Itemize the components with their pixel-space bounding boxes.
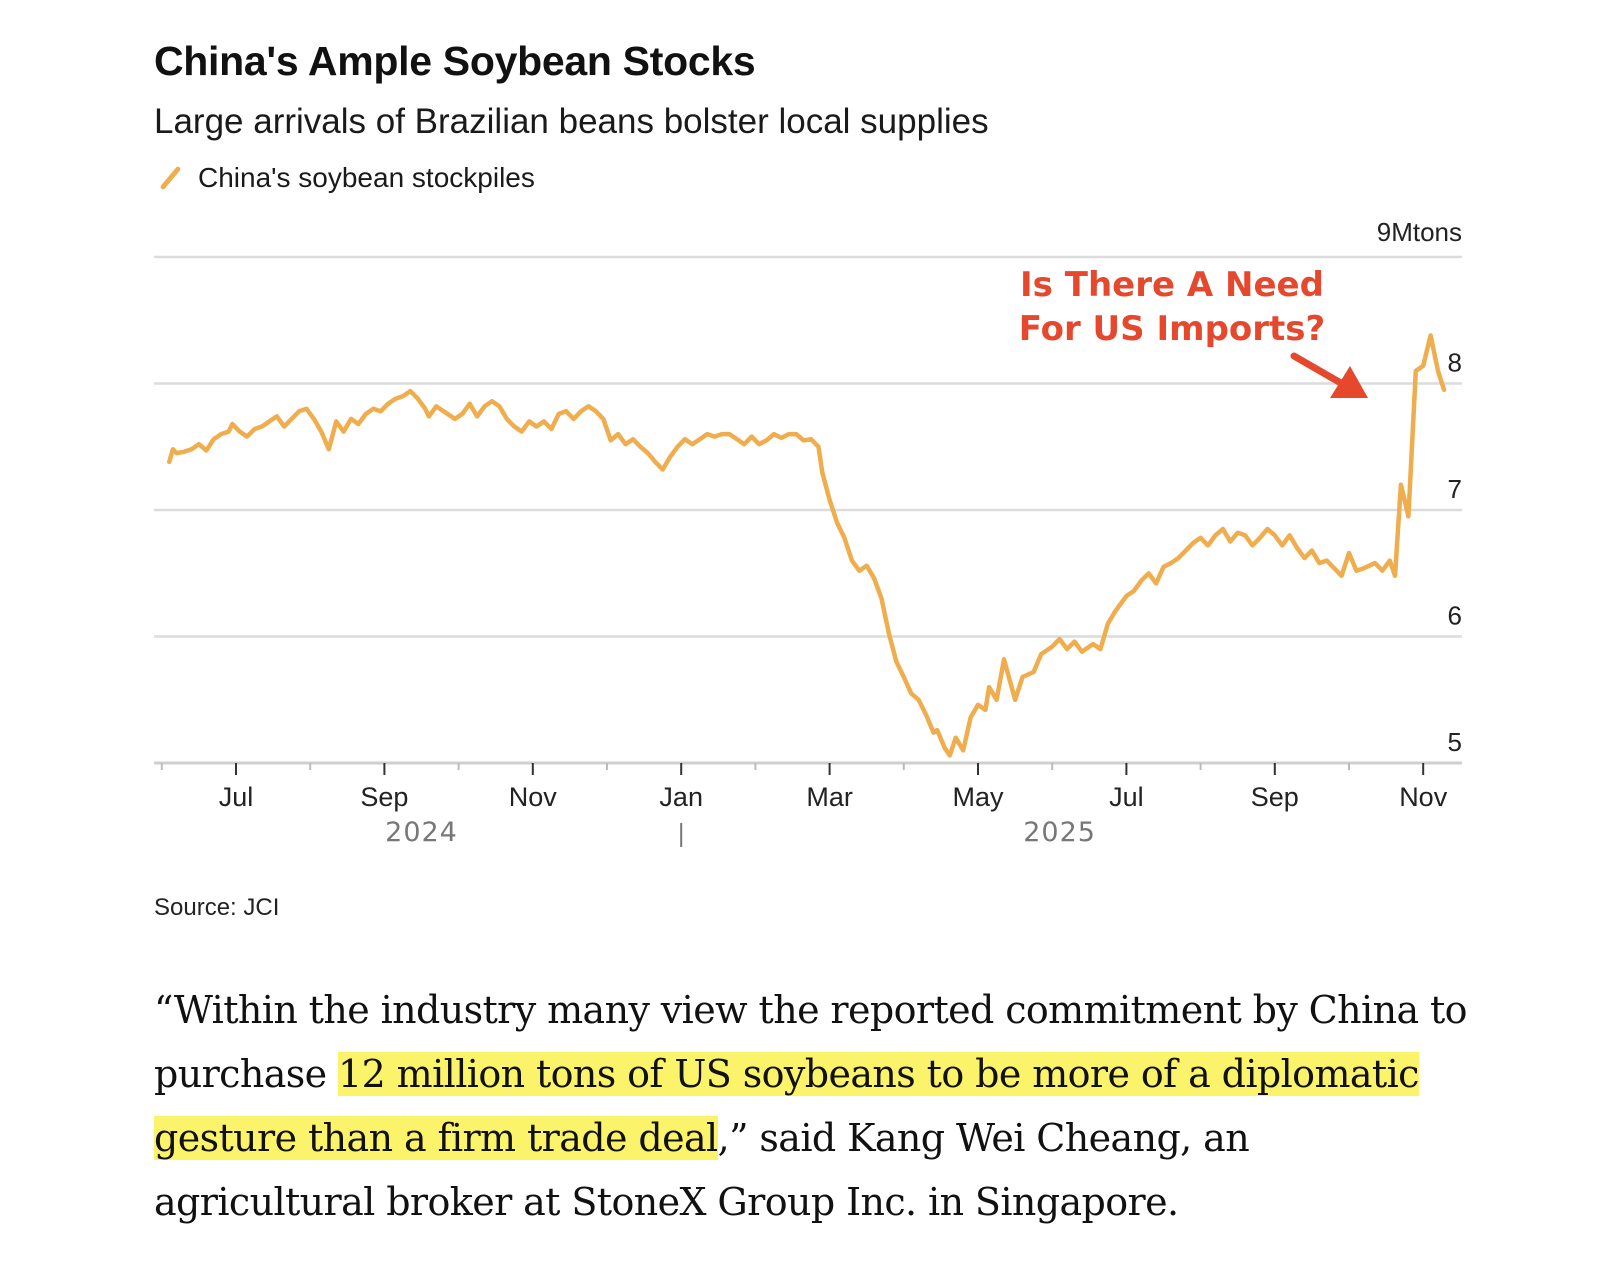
y-axis-ticks: 5 6 7 8 9Mtons	[1377, 217, 1462, 757]
x-tick-label: Nov	[509, 782, 558, 812]
x-tick-label: May	[952, 782, 1004, 812]
annotation-line-2: For US Imports?	[1019, 309, 1326, 349]
source-note: Source: JCI	[154, 894, 280, 921]
line-chart: 5 6 7 8 9Mtons Jul Sep Nov Jan Mar May Jul Sep Nov 20…	[154, 217, 1462, 848]
y-tick-label: 8	[1448, 348, 1462, 378]
y-tick-label: 5	[1448, 727, 1462, 757]
grid-lines	[154, 255, 1462, 765]
annotation: Is There A Need For US Imports?	[1019, 265, 1368, 398]
series-layer	[166, 333, 1447, 758]
x-year-label: 2025	[1023, 817, 1096, 848]
x-tick-label: Sep	[1251, 782, 1299, 812]
quote-text-start: “Within the industry many view the repor…	[154, 988, 1468, 1096]
y-tick-label: 6	[1448, 601, 1462, 631]
x-tick-label: Nov	[1399, 782, 1448, 812]
x-tick-label: Mar	[806, 782, 853, 812]
x-tick-label: Jan	[659, 782, 703, 812]
chart-subtitle: Large arrivals of Brazilian beans bolste…	[154, 102, 989, 141]
x-tick-label: Jul	[1109, 782, 1144, 812]
x-tick-label: Sep	[360, 782, 408, 812]
annotation-line-1: Is There A Need	[1020, 265, 1324, 305]
y-unit-label: 9Mtons	[1377, 217, 1462, 247]
annotation-arrow-icon	[1290, 352, 1368, 398]
chart-title: China's Ample Soybean Stocks	[154, 38, 756, 84]
article-quote: “Within the industry many view the repor…	[154, 978, 1474, 1234]
legend-label: China's soybean stockpiles	[198, 162, 535, 193]
y-tick-label: 7	[1448, 474, 1462, 504]
legend: China's soybean stockpiles	[156, 162, 535, 194]
quote-text-end: ,” said Kang Wei Cheang, an agricultural…	[154, 1116, 1250, 1224]
series-line	[166, 333, 1447, 758]
x-tick-label: Jul	[219, 782, 254, 812]
x-year-label: 2024	[385, 817, 458, 848]
x-axis: Jul Sep Nov Jan Mar May Jul Sep Nov 2024 2025	[160, 763, 1448, 848]
